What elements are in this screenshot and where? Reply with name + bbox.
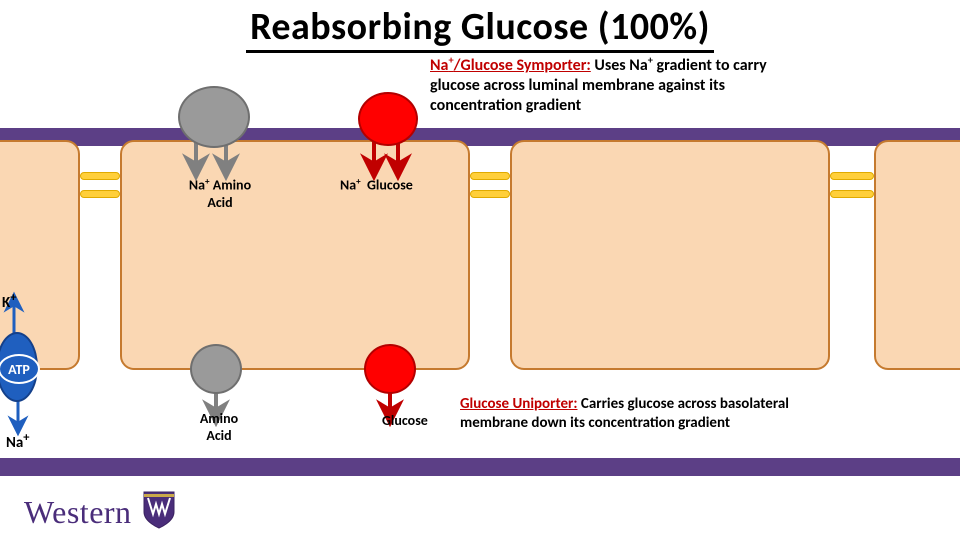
glucose-symporter-top <box>358 92 418 146</box>
glucose-uniporter-bot <box>364 344 416 394</box>
arrows-layer <box>0 0 960 540</box>
logo-text: Western <box>24 494 132 531</box>
western-logo: Western <box>24 490 176 535</box>
shield-icon <box>142 490 176 535</box>
label-na-ion: Na+ <box>6 430 30 452</box>
label-na-amino: Na+ AminoAcid <box>168 176 272 211</box>
label-glucose-bot: Glucose <box>382 412 460 429</box>
amino-symporter-top <box>178 86 250 148</box>
label-na-glucose: Na+ Glucose <box>340 176 468 194</box>
label-amino-bot: AminoAcid <box>184 410 254 444</box>
label-k-ion: K+ <box>2 290 16 312</box>
atp-text: ATP <box>8 361 30 378</box>
uniporter-description: Glucose Uniporter: Carries glucose acros… <box>460 395 800 433</box>
uniporter-heading: Glucose Uniporter: <box>460 395 578 413</box>
diagram-stage: Reabsorbing Glucose (100%) Na+/Glucose S… <box>0 0 960 540</box>
amino-uniporter-bot <box>190 344 242 394</box>
